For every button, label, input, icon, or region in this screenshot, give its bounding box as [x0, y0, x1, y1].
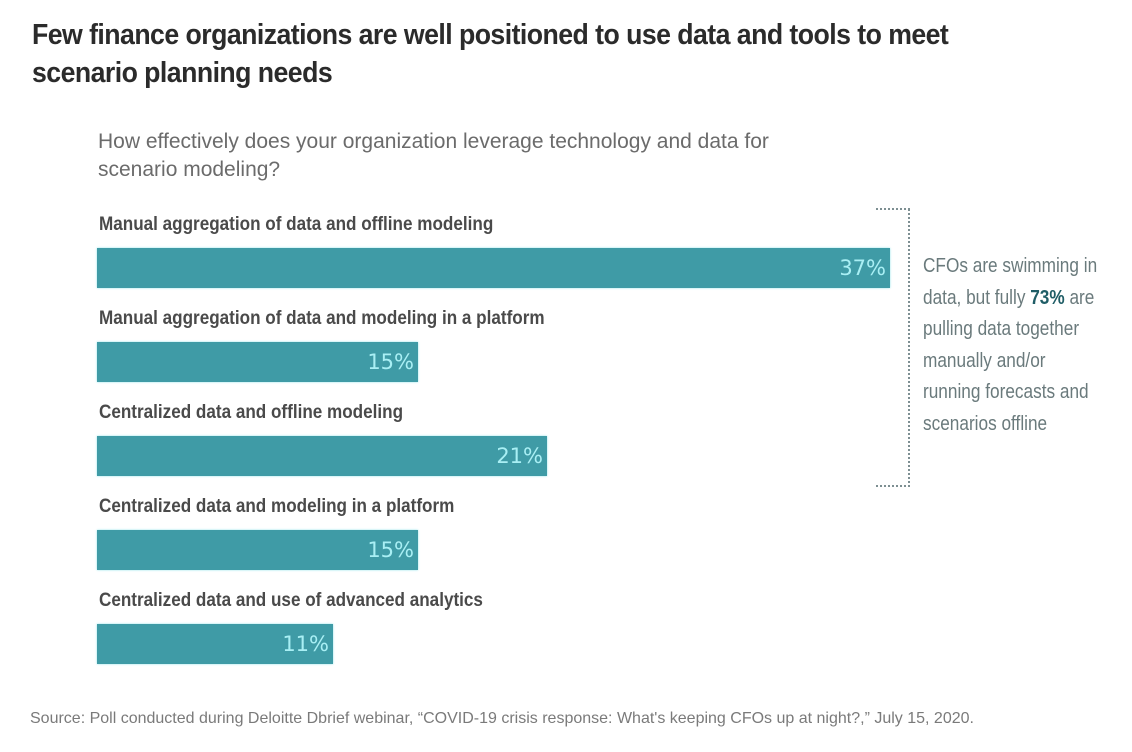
callout-line: data, but fully 73% are: [923, 282, 1095, 314]
callout-highlight-value: 73%: [1030, 285, 1065, 309]
category-label: Manual aggregation of data and modeling …: [99, 308, 545, 329]
bar-value-label: 21%: [496, 444, 543, 468]
source-note: Source: Poll conducted during Deloitte D…: [30, 710, 974, 727]
bar-value-label: 11%: [282, 632, 329, 656]
callout-text: data, but fully: [923, 285, 1031, 309]
chart-subtitle: How effectively does your organization l…: [98, 130, 769, 181]
bar-value-label: 37%: [839, 256, 886, 280]
callout-line: running forecasts and: [923, 380, 1089, 403]
category-label: Manual aggregation of data and offline m…: [99, 214, 494, 235]
category-label: Centralized data and offline modeling: [99, 402, 404, 423]
bar-value-label: 15%: [367, 350, 414, 374]
callout-text: are: [1064, 285, 1095, 309]
chart-title: Few finance organizations are well posit…: [32, 19, 949, 89]
callout-line: scenarios offline: [923, 411, 1048, 435]
bar: 21%: [97, 436, 547, 476]
callout-annotation: CFOs are swimming in data, but fully 73%…: [923, 250, 1098, 439]
category-label: Centralized data and modeling in a platf…: [99, 496, 455, 517]
bar: 15%: [97, 530, 418, 570]
bar: 11%: [97, 624, 333, 664]
callout-line: pulling data together: [923, 317, 1080, 340]
annotation-bracket: [876, 208, 910, 487]
callout-line: manually and/or: [923, 348, 1046, 372]
category-label: Centralized data and use of advanced ana…: [99, 590, 483, 611]
callout-line: CFOs are swimming in: [923, 254, 1098, 277]
bar: 15%: [97, 342, 418, 382]
bar-value-label: 15%: [367, 538, 414, 562]
bar: 37%: [97, 248, 890, 288]
